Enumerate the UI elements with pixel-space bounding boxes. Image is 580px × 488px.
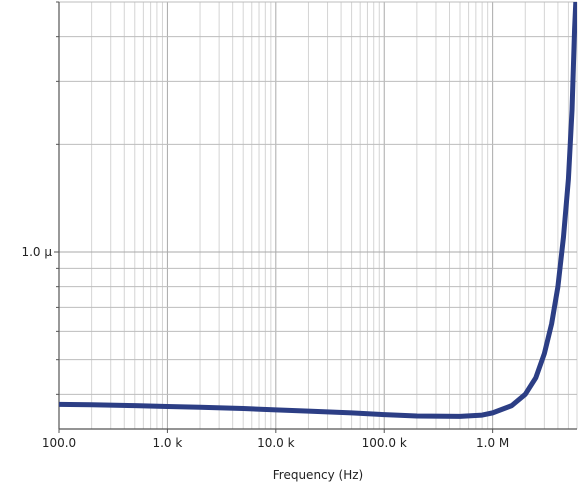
x-tick-label: 100.0 xyxy=(42,436,76,450)
x-tick-label: 10.0 k xyxy=(257,436,295,450)
x-tick-label: 1.0 M xyxy=(476,436,509,450)
axes xyxy=(54,1,577,433)
grid-lines xyxy=(59,1,578,429)
series-lines xyxy=(59,2,577,419)
y-tick-label: 1.0 µ xyxy=(21,245,52,259)
x-tick-label: 100.0 k xyxy=(362,436,407,450)
x-tick-label: 1.0 k xyxy=(152,436,182,450)
tick-labels: 100.0 1.0 k 10.0 k 100.0 k 1.0 M 1.0 µ xyxy=(21,245,509,450)
x-axis-label: Frequency (Hz) xyxy=(273,468,364,482)
series-line xyxy=(59,2,577,419)
